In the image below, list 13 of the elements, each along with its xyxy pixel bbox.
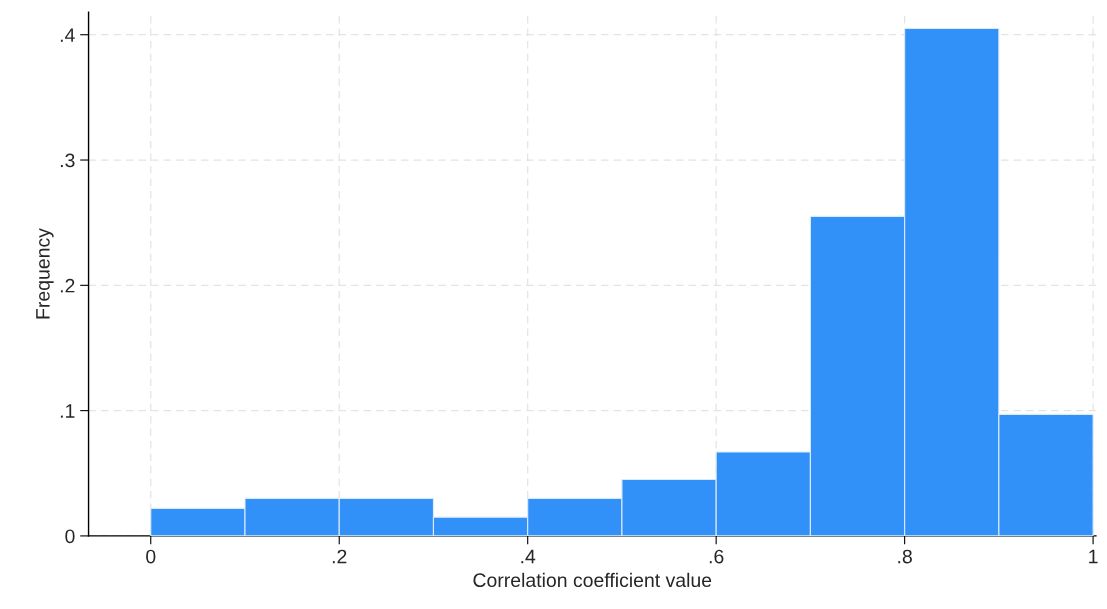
- x-tick-label: .2: [332, 549, 347, 564]
- x-tick-label: .8: [898, 549, 912, 564]
- y-axis-title: Frequency: [36, 228, 54, 319]
- x-tick-label: .4: [521, 549, 536, 564]
- x-tick-label: 1: [1089, 549, 1098, 564]
- y-tick-label: .2: [60, 278, 75, 293]
- y-tick-label: .4: [60, 28, 75, 42]
- x-tick-label: 0: [146, 549, 156, 564]
- y-tick-label: .3: [60, 153, 75, 168]
- x-tick-label: .6: [709, 549, 724, 564]
- y-tick-label: 0: [65, 529, 75, 544]
- y-tick-label: .1: [60, 404, 75, 418]
- x-axis-title: Correlation coefficient value: [473, 572, 712, 588]
